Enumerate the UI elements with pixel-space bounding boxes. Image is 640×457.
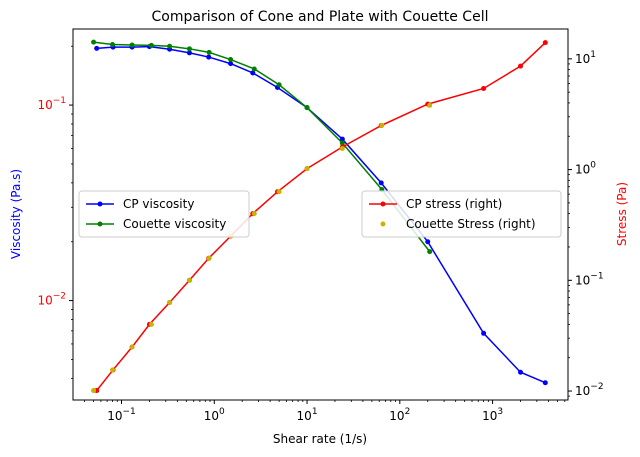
legend-entry-label: CP viscosity (123, 197, 194, 211)
couette-viscosity-point (167, 43, 173, 49)
cp-viscosity-point (518, 369, 524, 375)
plot-frame (72, 28, 569, 401)
legend-marker-swatch (97, 221, 103, 227)
y-right-tick-label: 10−1 (575, 271, 604, 287)
y-axis-right: 10−2 10−1 100 101 (568, 50, 604, 398)
couette-viscosity-point (148, 42, 154, 48)
legend-stress: CP stress (right) Couette Stress (right) (361, 190, 562, 238)
legend-entry-label: CP stress (right) (406, 197, 502, 211)
cp-viscosity-point (228, 61, 234, 67)
couette-stress-right-point (379, 123, 385, 129)
y-left-tick-label: 10−2 (37, 292, 66, 308)
couette-stress-right-point (129, 344, 135, 350)
chart-title: Comparison of Cone and Plate with Couett… (152, 9, 489, 25)
couette-stress-right-point (186, 277, 192, 283)
couette-viscosity-point (304, 105, 310, 111)
plot-area (91, 39, 548, 394)
x-tick-label: 101 (297, 407, 318, 423)
legend-marker-swatch (97, 201, 103, 207)
couette-viscosity-point (206, 49, 212, 55)
cp-viscosity-point (186, 50, 192, 56)
legend-box (361, 190, 562, 238)
couette-viscosity-point (129, 42, 135, 48)
cp-viscosity-point (481, 330, 487, 336)
couette-viscosity-point (91, 39, 97, 45)
y-right-tick-label: 101 (575, 50, 596, 66)
cp-viscosity-point (94, 45, 100, 51)
couette-stress-right-point (276, 189, 282, 195)
couette-viscosity-point (427, 249, 433, 255)
couette-stress-right-point (110, 367, 116, 373)
cp-viscosity-point (425, 239, 431, 245)
y-axis-left-title: Viscosity (Pa.s) (9, 169, 23, 259)
x-tick-label: 100 (204, 407, 225, 423)
couette-viscosity-point (110, 42, 116, 48)
cp-viscosity-point (250, 70, 256, 76)
x-tick-label: 102 (389, 407, 410, 423)
cp-stress-right-point (542, 40, 548, 46)
legend-entry-label: Couette Stress (right) (406, 217, 536, 231)
couette-viscosity-point (186, 46, 192, 52)
cp-viscosity-point (339, 136, 345, 142)
couette-viscosity-point (339, 140, 345, 146)
couette-stress-right-point (148, 321, 154, 327)
y-right-tick-label: 100 (575, 161, 596, 177)
cp-stress-right-point (481, 85, 487, 91)
legend-viscosity: CP viscosity Couette viscosity (78, 190, 250, 238)
legend-entry-label: Couette viscosity (123, 217, 226, 231)
y-axis-left: 10−2 10−1 (37, 45, 73, 379)
couette-stress-right-point (251, 211, 257, 217)
y-right-tick-label: 10−2 (575, 382, 604, 398)
couette-viscosity-point (276, 82, 282, 88)
legend-marker-swatch (380, 221, 386, 227)
cp-stress-right-point (518, 63, 524, 69)
cp-viscosity-point (206, 54, 212, 60)
x-tick-label: 10−1 (107, 407, 136, 423)
couette-viscosity-point (228, 57, 234, 63)
x-axis: 10−1 100 101 102 103 (84, 400, 566, 423)
y-axis-right-title: Stress (Pa) (615, 182, 629, 246)
couette-viscosity-line (93, 41, 431, 253)
x-axis-title: Shear rate (1/s) (273, 432, 367, 446)
couette-stress-right-point (304, 166, 310, 172)
couette-stress-right-point (91, 388, 97, 394)
y-left-tick-label: 10−1 (37, 96, 66, 112)
couette-stress-right-point (339, 146, 345, 151)
cp-viscosity-point (542, 380, 548, 386)
couette-viscosity-point (251, 66, 257, 72)
couette-stress-right-point (206, 255, 212, 261)
legend-marker-swatch (380, 201, 386, 207)
couette-stress-right-point (167, 300, 173, 306)
legend-box (78, 190, 250, 238)
x-tick-label: 103 (482, 407, 503, 423)
couette-stress-right-point (427, 102, 433, 108)
cp-viscosity-point (378, 180, 384, 186)
